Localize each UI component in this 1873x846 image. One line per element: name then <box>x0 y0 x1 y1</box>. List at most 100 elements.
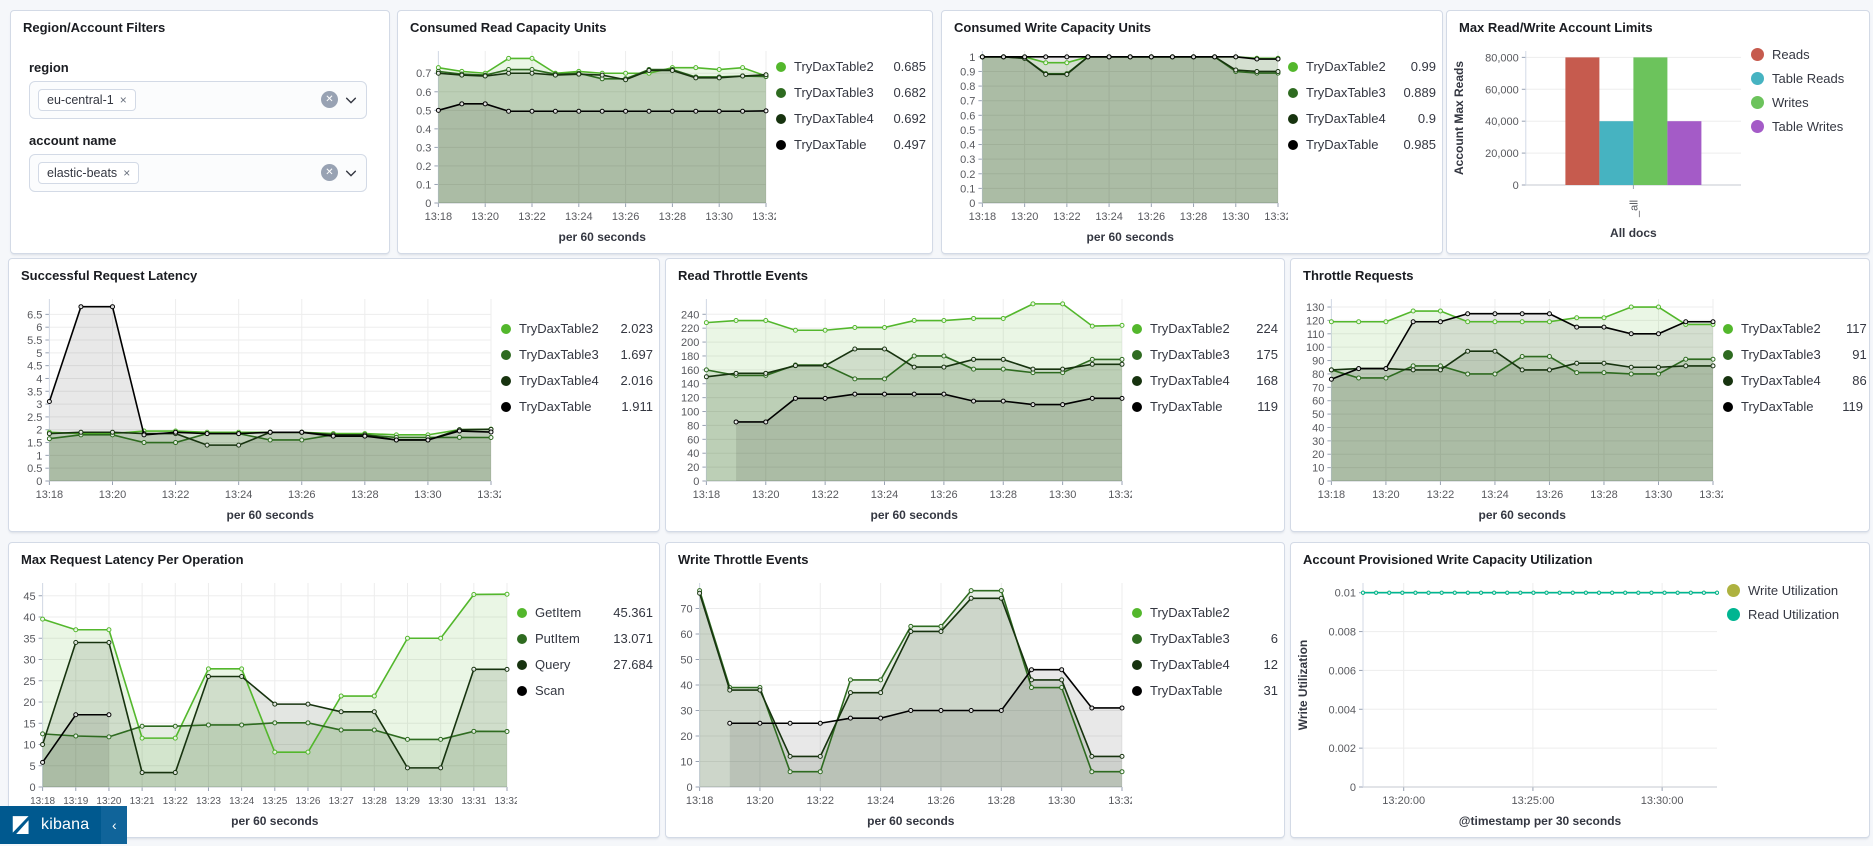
region-combobox[interactable]: eu-central-1 × ✕ <box>29 80 367 119</box>
account-chip: elastic-beats × <box>38 161 140 184</box>
legend-item[interactable]: TryDaxTable4 2.016 <box>501 373 653 388</box>
chevron-down-icon[interactable] <box>344 93 358 107</box>
svg-text:0.01: 0.01 <box>1335 588 1356 600</box>
svg-text:45: 45 <box>23 591 35 603</box>
svg-text:13:28: 13:28 <box>1180 211 1208 223</box>
svg-text:20: 20 <box>687 462 699 474</box>
legend-series-label: PutItem <box>535 631 580 646</box>
clear-selection-button[interactable]: ✕ <box>321 164 338 182</box>
legend-item[interactable]: TryDaxTable3 6 <box>1132 631 1278 646</box>
remove-chip-icon[interactable]: × <box>119 92 127 107</box>
legend-item[interactable]: TryDaxTable3 0.682 <box>776 85 926 100</box>
svg-text:0.006: 0.006 <box>1328 665 1356 677</box>
legend-series-dot-icon <box>1132 349 1142 360</box>
svg-text:1.5: 1.5 <box>27 438 42 450</box>
legend-item[interactable]: TryDaxTable3 175 <box>1132 347 1278 362</box>
legend-series-dot-icon <box>776 87 786 98</box>
legend-item[interactable]: PutItem 13.071 <box>517 631 653 646</box>
legend-series-label: Write Utilization <box>1748 583 1839 598</box>
svg-text:13:32: 13:32 <box>494 796 517 807</box>
legend-series-dot-icon <box>776 61 786 72</box>
legend-item[interactable]: Query 27.684 <box>517 657 653 672</box>
legend-item[interactable]: TryDaxTable 31 <box>1132 683 1278 698</box>
legend-item[interactable]: TryDaxTable2 0.685 <box>776 59 926 74</box>
svg-text:13:24: 13:24 <box>1481 489 1509 501</box>
svg-text:13:32: 13:32 <box>1108 489 1132 501</box>
legend-item[interactable]: TryDaxTable3 91 <box>1723 347 1867 362</box>
max-request-latency-panel: Max Request Latency Per Operation 0 5 10 15… <box>8 542 660 838</box>
legend-item[interactable]: TryDaxTable4 86 <box>1723 373 1867 388</box>
svg-text:13:31: 13:31 <box>461 796 486 807</box>
legend-series-label: TryDaxTable4 <box>1150 657 1230 672</box>
legend-series-label: TryDaxTable <box>794 137 867 152</box>
write-throttle-events-panel: Write Throttle Events 0 10 20 30 40 50 60 70 13:… <box>665 542 1285 838</box>
legend-item[interactable]: Write Utilization <box>1727 583 1863 598</box>
legend-item[interactable]: Reads <box>1751 47 1863 62</box>
svg-text:0.9: 0.9 <box>960 66 975 78</box>
legend-item[interactable]: GetItem 45.361 <box>517 605 653 620</box>
remove-chip-icon[interactable]: × <box>123 165 131 180</box>
legend-item[interactable]: Read Utilization <box>1727 607 1863 622</box>
legend-item[interactable]: TryDaxTable4 0.692 <box>776 111 926 126</box>
legend-series-label: TryDaxTable2 <box>1306 59 1386 74</box>
legend-item[interactable]: TryDaxTable4 168 <box>1132 373 1278 388</box>
svg-text:0: 0 <box>1513 180 1519 192</box>
svg-text:13:30: 13:30 <box>1048 795 1076 807</box>
legend-item[interactable]: TryDaxTable4 0.9 <box>1288 111 1436 126</box>
legend-series-label: TryDaxTable3 <box>1150 347 1230 362</box>
collapse-nav-button[interactable]: ‹ <box>101 806 128 844</box>
legend-item[interactable]: TryDaxTable 0.497 <box>776 137 926 152</box>
legend-item[interactable]: Scan <box>517 683 653 698</box>
legend-series-dot-icon <box>517 659 527 670</box>
legend-item[interactable]: TryDaxTable 119 <box>1132 399 1278 414</box>
legend-series-label: GetItem <box>535 605 582 620</box>
svg-text:140: 140 <box>681 379 699 391</box>
account-name-combobox[interactable]: elastic-beats × ✕ <box>29 153 367 192</box>
read-throttle-events-panel: Read Throttle Events 0 20 40 60 80 100 120 140 1… <box>665 258 1285 532</box>
svg-text:13:22: 13:22 <box>162 489 190 501</box>
legend-series-label: TryDaxTable4 <box>794 111 874 126</box>
svg-text:13:27: 13:27 <box>329 796 354 807</box>
chart-legend: TryDaxTable2 2.023 TryDaxTable3 1.697 TryDax… <box>501 285 653 527</box>
legend-item[interactable]: TryDaxTable2 <box>1132 605 1278 620</box>
legend-item[interactable]: Writes <box>1751 95 1863 110</box>
chart-legend: TryDaxTable2 0.685 TryDaxTable3 0.682 TryDax… <box>776 37 926 249</box>
legend-item[interactable]: TryDaxTable2 2.023 <box>501 321 653 336</box>
svg-text:60: 60 <box>1312 396 1324 408</box>
chevron-down-icon[interactable] <box>344 166 358 180</box>
legend-series-dot-icon <box>1723 349 1733 360</box>
legend-item[interactable]: TryDaxTable4 12 <box>1132 657 1278 672</box>
legend-series-label: TryDaxTable2 <box>1150 605 1230 620</box>
svg-text:0: 0 <box>1318 476 1324 488</box>
legend-series-label: TryDaxTable3 <box>1306 85 1386 100</box>
legend-item[interactable]: TryDaxTable 0.985 <box>1288 137 1436 152</box>
svg-text:13:21: 13:21 <box>130 796 155 807</box>
legend-series-label: TryDaxTable <box>519 399 592 414</box>
svg-text:13:20: 13:20 <box>96 796 121 807</box>
clear-selection-button[interactable]: ✕ <box>321 91 338 109</box>
svg-text:13:26: 13:26 <box>288 489 316 501</box>
legend-item[interactable]: TryDaxTable3 1.697 <box>501 347 653 362</box>
legend-item[interactable]: TryDaxTable2 117 <box>1723 321 1867 336</box>
consumed-write-capacity-chart: 0 0.1 0.2 0.3 0.4 0.5 0.6 0.7 0.8 0.9 1 13:18 13:20 1… <box>960 51 1288 244</box>
svg-text:13:29: 13:29 <box>395 796 420 807</box>
svg-text:0: 0 <box>969 198 975 210</box>
svg-text:13:20: 13:20 <box>1011 211 1039 223</box>
legend-series-value: 117 <box>1845 321 1867 336</box>
legend-series-dot-icon <box>501 323 511 334</box>
svg-text:1: 1 <box>36 450 42 462</box>
panel-title: Write Throttle Events <box>678 552 809 567</box>
legend-item[interactable]: TryDaxTable3 0.889 <box>1288 85 1436 100</box>
panel-title: Max Request Latency Per Operation <box>21 552 244 567</box>
legend-item[interactable]: TryDaxTable2 0.99 <box>1288 59 1436 74</box>
legend-item[interactable]: TryDaxTable2 224 <box>1132 321 1278 336</box>
legend-item[interactable]: TryDaxTable 1.911 <box>501 399 653 414</box>
legend-item[interactable]: Table Reads <box>1751 71 1863 86</box>
region-account-filters-panel: Region/Account Filters region eu-central… <box>10 10 390 254</box>
legend-series-value: 0.99 <box>1410 59 1436 74</box>
svg-text:per 60 seconds: per 60 seconds <box>227 508 315 522</box>
legend-item[interactable]: TryDaxTable 119 <box>1723 399 1863 414</box>
legend-item[interactable]: Table Writes <box>1751 119 1863 134</box>
legend-series-value: 1.911 <box>621 399 653 414</box>
